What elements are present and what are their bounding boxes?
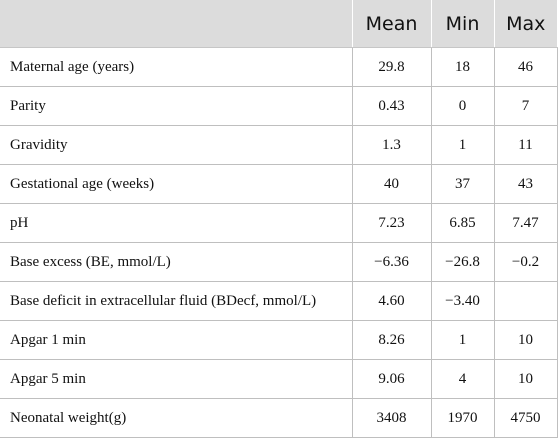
mean-cell: 0.43 bbox=[351, 86, 432, 126]
table-row: Base excess (BE, mmol/L) −6.36 −26.8 −0.… bbox=[0, 242, 558, 282]
row-label: Apgar 1 min bbox=[0, 320, 353, 360]
row-label: Base excess (BE, mmol/L) bbox=[0, 242, 353, 282]
mean-cell: 1.3 bbox=[351, 125, 432, 165]
row-label: Gravidity bbox=[0, 125, 353, 165]
header-mean: Mean bbox=[351, 0, 431, 48]
row-label: Gestational age (weeks) bbox=[0, 164, 353, 204]
min-cell: 1970 bbox=[430, 398, 495, 438]
mean-cell: 8.26 bbox=[351, 320, 432, 360]
header-blank bbox=[0, 0, 352, 48]
row-label: Neonatal weight(g) bbox=[0, 398, 353, 438]
header-min: Min bbox=[430, 0, 494, 48]
table-row: Gravidity 1.3 1 11 bbox=[0, 125, 558, 165]
table-row: Gestational age (weeks) 40 37 43 bbox=[0, 164, 558, 204]
table-row: Maternal age (years) 29.8 18 46 bbox=[0, 47, 558, 87]
table-row: pH 7.23 6.85 7.47 bbox=[0, 203, 558, 243]
max-cell: 11 bbox=[493, 125, 558, 165]
max-cell bbox=[493, 281, 558, 321]
min-cell: 18 bbox=[430, 47, 495, 87]
row-label: Apgar 5 min bbox=[0, 359, 353, 399]
max-cell: 43 bbox=[493, 164, 558, 204]
table-row: Apgar 1 min 8.26 1 10 bbox=[0, 320, 558, 360]
mean-cell: 7.23 bbox=[351, 203, 432, 243]
mean-cell: 3408 bbox=[351, 398, 432, 438]
mean-cell: 9.06 bbox=[351, 359, 432, 399]
min-cell: 6.85 bbox=[430, 203, 495, 243]
header-max: Max bbox=[493, 0, 557, 48]
min-cell: −3.40 bbox=[430, 281, 495, 321]
table-row: Parity 0.43 0 7 bbox=[0, 86, 558, 126]
max-cell: 4750 bbox=[493, 398, 558, 438]
min-cell: 0 bbox=[430, 86, 495, 126]
min-cell: 4 bbox=[430, 359, 495, 399]
max-cell: 46 bbox=[493, 47, 558, 87]
table-row: Apgar 5 min 9.06 4 10 bbox=[0, 359, 558, 399]
mean-cell: 29.8 bbox=[351, 47, 432, 87]
table-row: Neonatal weight(g) 3408 1970 4750 bbox=[0, 398, 558, 438]
header-row: Mean Min Max bbox=[0, 0, 557, 48]
max-cell: 7 bbox=[493, 86, 558, 126]
max-cell: 10 bbox=[493, 320, 558, 360]
mean-cell: −6.36 bbox=[351, 242, 432, 282]
min-cell: 1 bbox=[430, 320, 495, 360]
table-row: Base deficit in extracellular fluid (BDe… bbox=[0, 281, 558, 321]
row-label: Base deficit in extracellular fluid (BDe… bbox=[0, 281, 353, 321]
min-cell: −26.8 bbox=[430, 242, 495, 282]
row-label: Parity bbox=[0, 86, 353, 126]
min-cell: 1 bbox=[430, 125, 495, 165]
row-label: pH bbox=[0, 203, 353, 243]
max-cell: 7.47 bbox=[493, 203, 558, 243]
max-cell: −0.2 bbox=[493, 242, 558, 282]
mean-cell: 40 bbox=[351, 164, 432, 204]
row-label: Maternal age (years) bbox=[0, 47, 353, 87]
max-cell: 10 bbox=[493, 359, 558, 399]
min-cell: 37 bbox=[430, 164, 495, 204]
mean-cell: 4.60 bbox=[351, 281, 432, 321]
